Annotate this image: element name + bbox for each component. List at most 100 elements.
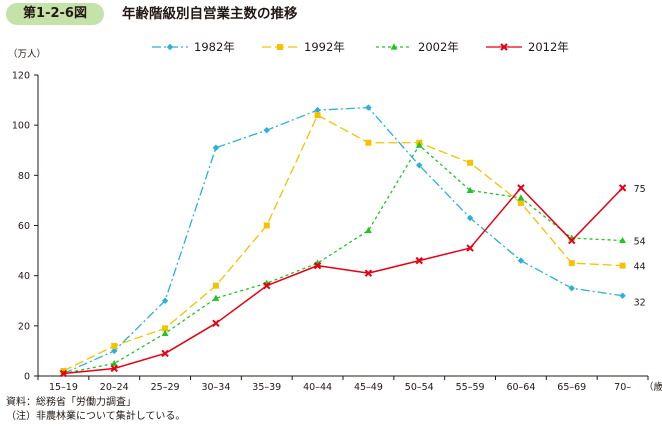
x-tick-label: 60–64	[506, 382, 535, 393]
data-point	[415, 141, 423, 148]
marker-stroke	[59, 369, 68, 378]
series-1992年	[60, 112, 626, 374]
x-tick-label: 45–49	[354, 382, 383, 393]
series-line	[63, 144, 623, 375]
y-tick-label: 120	[12, 71, 30, 82]
data-point	[467, 159, 474, 166]
x-tick-label: 40–44	[303, 382, 332, 393]
marker-stroke	[161, 349, 169, 358]
end-value-label: 44	[634, 262, 646, 273]
series-line	[63, 106, 623, 375]
data-point	[111, 347, 118, 355]
marker-stroke	[618, 184, 627, 192]
data-point	[161, 329, 169, 336]
chart-labels: 32 44 54 75	[634, 184, 646, 309]
legend-item: 1992年	[262, 40, 345, 54]
legend-item: 2012年	[486, 40, 569, 54]
data-point	[263, 222, 270, 229]
chart-series	[59, 104, 627, 378]
data-point	[466, 214, 474, 222]
y-tick-label: 20	[18, 321, 30, 332]
source-note: 資料：総務省「労働力調査」	[6, 397, 136, 408]
data-point	[110, 359, 118, 367]
data-point	[466, 186, 474, 193]
data-point	[365, 226, 372, 234]
figure-title: 年齢階級別自営業主数の推移	[122, 6, 298, 22]
y-axis-label: （万人）	[8, 48, 46, 60]
marker-stroke	[568, 236, 576, 245]
legend-label: 2002年	[418, 40, 459, 54]
chart-axes: 0 20 40 60 80 100 120 （万人） 15–19 20–24 25–29 30–34 3…	[8, 48, 662, 393]
marker-stroke	[212, 319, 220, 328]
data-point	[161, 349, 169, 358]
x-tick-label: 25–29	[151, 382, 180, 393]
legend-swatch-marker	[500, 43, 508, 51]
series-1982年	[60, 104, 626, 377]
legend-item: 2002年	[376, 40, 459, 54]
data-point	[619, 236, 626, 244]
marker-stroke	[466, 244, 474, 252]
data-point	[313, 261, 322, 270]
y-tick-label: 80	[18, 171, 30, 182]
line-chart: 0 20 40 60 80 100 120 （万人） 15–19 20–24 25–29 30–34 3…	[8, 40, 662, 393]
data-point	[517, 184, 525, 192]
marker-stroke	[110, 364, 118, 373]
x-tick-label: 35–39	[252, 382, 281, 393]
series-2012年	[59, 184, 627, 378]
x-tick-label: 50–54	[405, 382, 434, 393]
end-value-label: 54	[634, 237, 646, 248]
data-point	[466, 244, 474, 252]
x-axis-label: （歳）	[644, 381, 662, 393]
data-point	[619, 262, 626, 269]
data-point	[568, 260, 575, 267]
chart-legend: 1982年 1992年 2002年 2012年	[152, 40, 569, 54]
x-tick-label: 20–24	[100, 382, 129, 393]
y-tick-label: 40	[18, 271, 30, 282]
figure-label: 第1-2-6図	[6, 3, 104, 25]
data-point	[110, 364, 118, 373]
data-point	[314, 112, 321, 119]
x-tick-label: 55–59	[456, 382, 485, 393]
data-point	[517, 257, 525, 264]
x-tick-label: 15–19	[49, 382, 78, 393]
data-point	[212, 319, 220, 328]
y-tick-label: 100	[12, 121, 30, 132]
x-tick-label: 65–69	[557, 382, 586, 393]
data-point	[212, 144, 220, 151]
x-tick-label: 30–34	[201, 382, 230, 393]
data-point	[263, 281, 271, 290]
end-value-label: 32	[634, 298, 646, 309]
series-line	[63, 187, 624, 375]
legend-item: 1982年	[152, 40, 235, 54]
data-point	[111, 342, 118, 349]
data-point	[365, 139, 372, 146]
legend-label: 1982年	[194, 40, 235, 54]
marker-stroke	[364, 269, 373, 277]
data-point	[568, 285, 575, 292]
data-point	[364, 269, 373, 277]
y-tick-label: 60	[18, 221, 30, 232]
data-point	[212, 282, 219, 289]
series-2002年	[60, 141, 626, 377]
data-point	[161, 297, 169, 304]
end-value-label: 75	[634, 184, 646, 195]
data-point	[212, 294, 220, 301]
marker-stroke	[500, 43, 508, 51]
data-point	[263, 126, 270, 134]
figure-notes: 資料：総務省「労働力調査」 （注）非農林業について集計している。	[6, 396, 185, 424]
series-line	[63, 114, 623, 372]
legend-swatch-marker	[390, 43, 398, 50]
footnote: （注）非農林業について集計している。	[6, 411, 186, 422]
marker-stroke	[263, 281, 271, 290]
legend-label: 1992年	[304, 40, 345, 54]
marker-stroke	[415, 256, 423, 265]
legend-swatch-marker	[166, 43, 174, 51]
data-point	[619, 292, 626, 299]
data-point	[162, 325, 169, 332]
data-point	[618, 184, 627, 192]
x-tick-label: 70–	[614, 382, 631, 393]
data-point	[517, 194, 525, 201]
data-point	[314, 106, 321, 114]
data-point	[59, 369, 68, 378]
marker-stroke	[517, 184, 525, 192]
